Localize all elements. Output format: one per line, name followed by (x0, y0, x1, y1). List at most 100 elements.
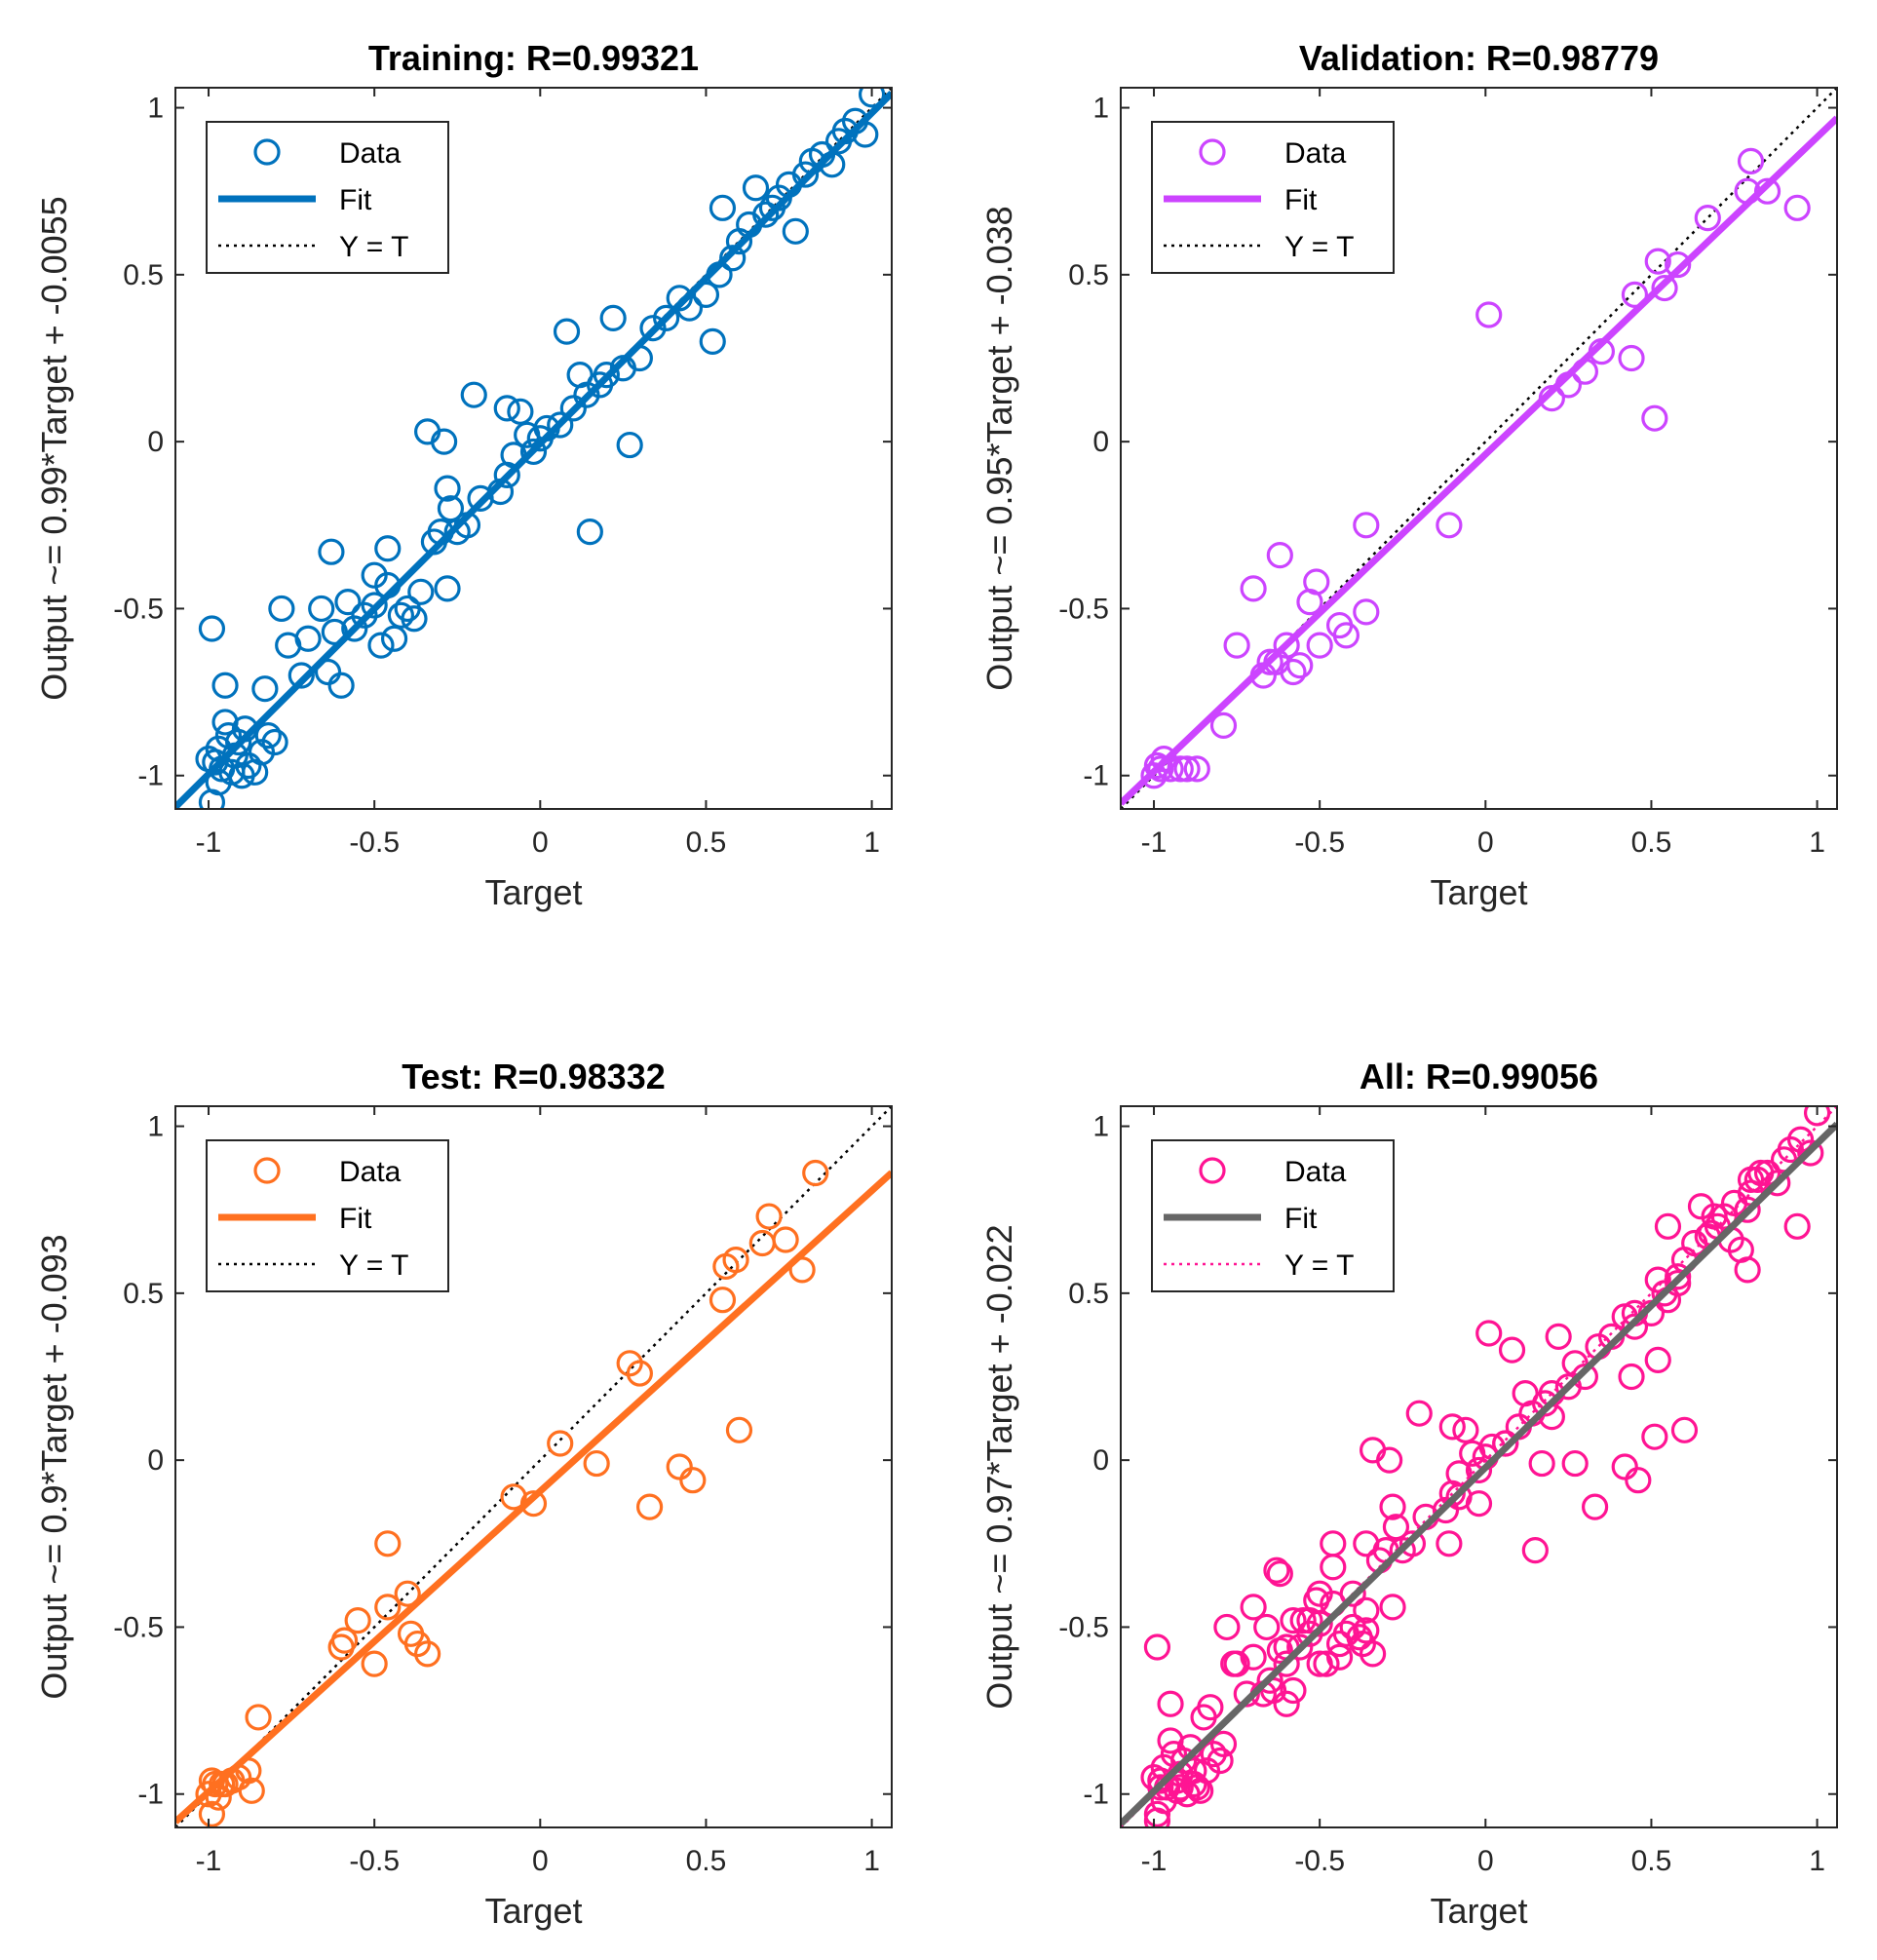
y-axis-label: Output ~= 0.99*Target + -0.0055 (34, 196, 74, 700)
subplot-1: -1 -0.5 0 0.5 1 -1 -0.5 0 0.5 1 Training: R=0.9932… (34, 38, 893, 912)
plot-content (175, 88, 892, 809)
data-point (1783, 194, 1811, 221)
legend-fit-label: Fit (1284, 184, 1318, 216)
legend-identity-label: Y = T (1284, 1249, 1354, 1282)
x-tick-label: -1 (196, 1845, 222, 1877)
data-point (1280, 1606, 1307, 1634)
data-point (1621, 281, 1649, 309)
data-point (1266, 1560, 1293, 1588)
y-tick-label: 0.5 (1068, 1278, 1109, 1310)
subplot-2: -1 -0.5 0 0.5 1 -1 -0.5 0 0.5 1 Validation: R=0.98… (979, 38, 1838, 912)
legend-data-label: Data (339, 137, 402, 170)
data-point (1783, 1212, 1811, 1240)
data-point (1561, 1449, 1589, 1478)
data-point (1207, 1747, 1234, 1775)
axes-box (174, 87, 893, 810)
data-point (202, 1770, 229, 1798)
y-tick-label: 0.5 (1068, 259, 1109, 291)
data-point (1256, 1667, 1283, 1694)
data-point (635, 1493, 664, 1520)
data-point (1379, 1493, 1406, 1520)
data-point (248, 739, 276, 766)
data-point (1618, 344, 1645, 372)
data-point (1353, 512, 1380, 539)
data-point (1465, 1456, 1493, 1484)
data-point (431, 428, 458, 455)
y-tick-label: 0 (147, 1444, 164, 1477)
data-point (1303, 568, 1330, 596)
data-point (1286, 652, 1314, 679)
data-point (198, 1800, 226, 1827)
data-point (245, 1704, 272, 1731)
data-point (559, 395, 587, 422)
data-point (1286, 1633, 1314, 1661)
y-tick-label: 0 (1092, 1444, 1109, 1477)
y-axis-label: Output ~= 0.9*Target + -0.093 (34, 1234, 74, 1699)
y-tick-label: -0.5 (113, 593, 164, 625)
data-point (211, 672, 239, 699)
legend-data-label: Data (1284, 137, 1347, 170)
y-tick-label: -1 (1083, 1779, 1109, 1811)
data-point (1398, 1530, 1427, 1557)
x-tick-label: 0.5 (686, 826, 727, 859)
data-point (1694, 205, 1721, 232)
data-point (725, 1416, 753, 1443)
data-point (1273, 1650, 1300, 1677)
data-point (361, 1650, 388, 1677)
data-point (1320, 1530, 1347, 1557)
data-point (394, 1580, 421, 1607)
y-tick-label: -1 (137, 1779, 164, 1811)
x-tick-label: -0.5 (349, 826, 400, 859)
y-tick-label: 0.5 (123, 259, 164, 291)
data-point (1332, 622, 1360, 649)
data-point (1475, 301, 1503, 328)
plot-content (1121, 88, 1837, 809)
data-point (1803, 1106, 1831, 1127)
legend-fit-label: Fit (1284, 1203, 1318, 1235)
data-point (367, 632, 395, 659)
data-point (719, 245, 747, 272)
x-tick-label: 0 (532, 826, 549, 859)
data-point (1213, 1613, 1241, 1641)
data-point (1654, 1212, 1682, 1240)
y-tick-label: 0 (147, 426, 164, 458)
legend: Data Fit Y = T (1151, 121, 1395, 274)
data-point (1528, 1449, 1555, 1478)
data-point (414, 1640, 441, 1668)
data-point (1545, 1323, 1572, 1350)
data-point (361, 561, 388, 589)
legend-fit-label: Fit (339, 184, 372, 216)
identity-line (175, 1106, 892, 1827)
data-point (407, 578, 435, 605)
x-tick-label: 0 (532, 1845, 549, 1877)
data-point (742, 174, 770, 202)
data-point (1641, 1423, 1668, 1450)
data-point (1353, 1596, 1380, 1624)
data-point (1263, 1556, 1290, 1584)
data-point (261, 728, 288, 756)
fit-line (1121, 115, 1837, 806)
data-point (752, 201, 780, 228)
data-point (1710, 1203, 1738, 1230)
data-point (519, 438, 548, 466)
data-point (437, 495, 465, 522)
data-point (547, 1430, 574, 1457)
data-point (1273, 632, 1300, 659)
data-point (782, 217, 809, 245)
data-point (1240, 1643, 1267, 1671)
data-point (380, 625, 408, 652)
fit-line (175, 91, 892, 809)
data-point (1687, 1193, 1715, 1220)
data-point (1747, 1159, 1775, 1187)
y-tick-label: 0 (1092, 426, 1109, 458)
data-point (1498, 1336, 1526, 1364)
data-point (1625, 1467, 1652, 1494)
data-point (198, 615, 226, 642)
legend-data-marker (253, 138, 281, 166)
data-point (1183, 755, 1210, 783)
data-point (1651, 274, 1678, 302)
data-point (583, 1449, 610, 1478)
data-point (573, 381, 600, 408)
data-point (1339, 1580, 1366, 1607)
